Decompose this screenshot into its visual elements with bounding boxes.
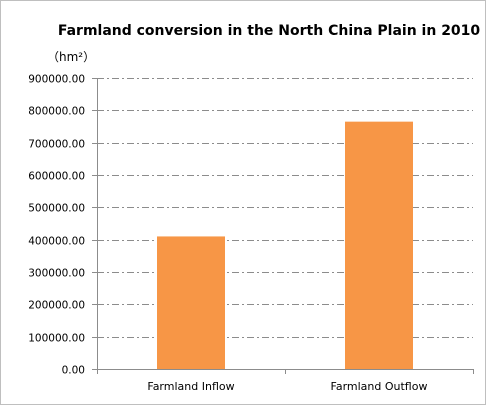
x-category-label: Farmland Inflow [147, 380, 234, 393]
bar-farmland-outflow [345, 121, 413, 370]
y-unit-label: （hm²） [47, 50, 95, 64]
y-tick-label: 200000.00 [28, 300, 85, 312]
bar-farmland-inflow [157, 236, 225, 369]
y-tick-labels: 0.00 100000.00 200000.00 300000.00 400000.00… [28, 74, 85, 377]
y-tick-label: 500000.00 [28, 203, 85, 215]
x-category-labels: Farmland Inflow Farmland Outflow [147, 380, 427, 393]
y-tick-label: 800000.00 [28, 106, 85, 118]
y-tick-label: 0.00 [62, 365, 85, 377]
y-tick-label: 300000.00 [28, 268, 85, 280]
y-tick-label: 100000.00 [28, 333, 85, 345]
y-tick-label: 400000.00 [28, 236, 85, 248]
y-tick-label: 700000.00 [28, 139, 85, 151]
chart-title: Farmland conversion in the North China P… [58, 23, 481, 39]
bars [157, 121, 413, 370]
axes [97, 78, 474, 374]
y-tick-label: 600000.00 [28, 171, 85, 183]
y-tick-label: 900000.00 [28, 74, 85, 86]
gridlines [92, 78, 473, 370]
x-category-label: Farmland Outflow [331, 380, 428, 393]
